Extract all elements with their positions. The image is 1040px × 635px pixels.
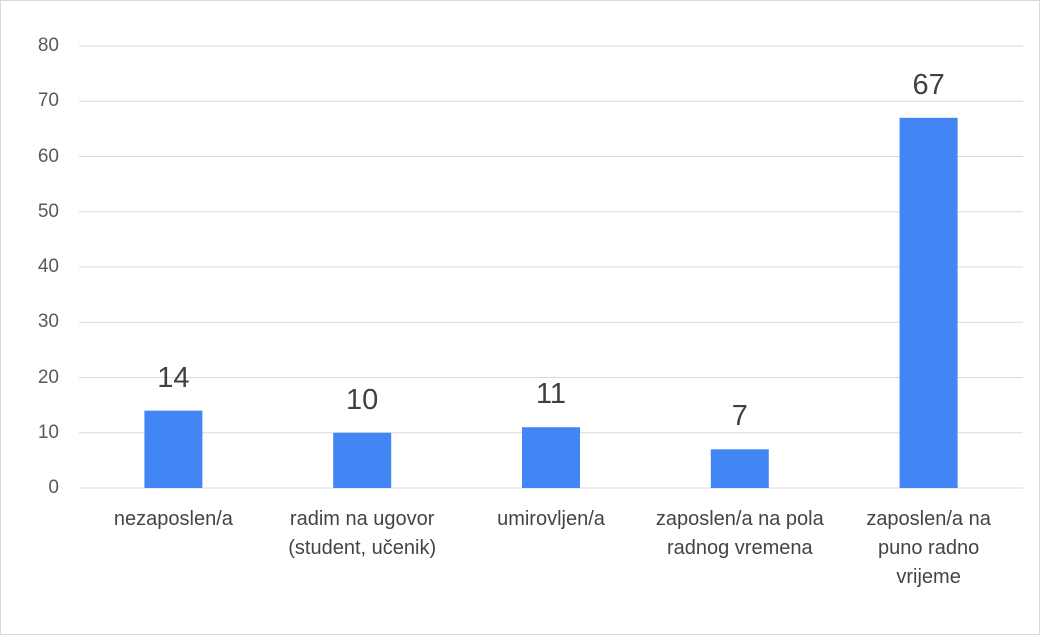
y-tick-label: 70 xyxy=(37,90,59,112)
y-tick-label: 40 xyxy=(37,256,59,277)
bar xyxy=(144,410,203,488)
x-tick-label: umirovljen/a xyxy=(497,508,605,530)
y-tick-label: 80 xyxy=(37,35,59,56)
x-tick-label: radim na ugovor (student, učenik) xyxy=(288,508,437,559)
y-tick-label: 50 xyxy=(37,200,59,222)
bar xyxy=(710,449,769,488)
y-tick-label: 10 xyxy=(37,421,59,443)
data-label: 14 xyxy=(157,361,190,394)
bar xyxy=(522,427,580,488)
bar xyxy=(899,117,958,488)
y-tick-label: 60 xyxy=(37,145,59,167)
x-tick-label: zaposlen/a na puno radno vrijeme xyxy=(866,508,991,588)
data-label: 67 xyxy=(912,68,945,101)
y-tick-label: 30 xyxy=(37,311,59,333)
data-label: 7 xyxy=(731,400,748,433)
x-tick-label: zaposlen/a na pola radnog vremena xyxy=(655,508,824,559)
data-label: 11 xyxy=(535,378,567,411)
y-tick-label: 0 xyxy=(48,477,59,498)
y-tick-label: 20 xyxy=(37,366,59,388)
x-tick-label: nezaposlen/a xyxy=(113,508,233,530)
bar xyxy=(333,432,392,488)
data-label: 10 xyxy=(346,383,379,416)
